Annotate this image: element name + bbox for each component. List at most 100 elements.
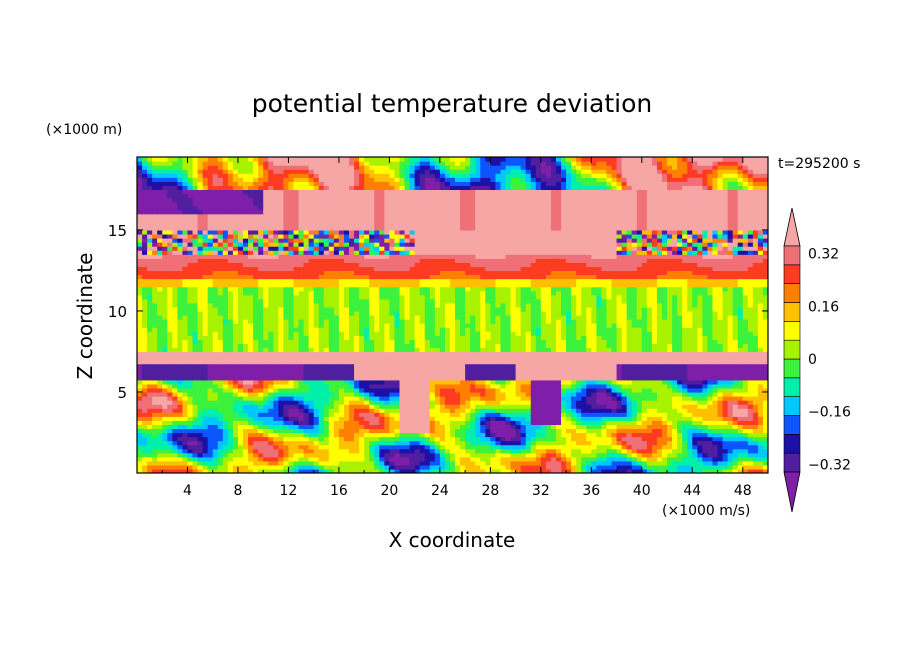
heatmap-cell	[651, 391, 658, 397]
heatmap-cell	[762, 452, 768, 458]
heatmap-cell	[384, 347, 390, 353]
heatmap-cell	[475, 379, 481, 385]
heatmap-cell	[142, 400, 148, 405]
heatmap-cell	[480, 400, 486, 405]
heatmap-cell	[303, 444, 310, 450]
heatmap-cell	[444, 404, 451, 409]
heatmap-cell	[288, 339, 295, 344]
heatmap-cell	[717, 396, 724, 401]
heatmap-cell	[702, 327, 709, 332]
heatmap-cell	[384, 391, 390, 397]
heatmap-cell	[460, 408, 466, 413]
heatmap-cell	[631, 331, 638, 336]
heatmap-cell	[717, 452, 724, 458]
heatmap-cell	[293, 464, 300, 470]
heatmap-cell	[409, 339, 416, 344]
heatmap-cell	[540, 387, 547, 393]
heatmap-cell	[485, 371, 491, 377]
heatmap-cell	[157, 400, 163, 405]
heatmap-cell	[409, 396, 416, 401]
heatmap-cell	[429, 404, 436, 409]
heatmap-cell	[455, 460, 461, 466]
heatmap-cell	[762, 432, 768, 438]
heatmap-cell	[217, 319, 224, 324]
heatmap-cell	[717, 432, 724, 438]
heatmap-cell	[697, 339, 703, 344]
heatmap-cell	[258, 371, 264, 377]
heatmap-cell	[384, 424, 390, 430]
heatmap-cell	[293, 468, 300, 473]
heatmap-cell	[389, 339, 396, 344]
heatmap-cell	[217, 363, 224, 369]
heatmap-cell	[596, 468, 603, 473]
heatmap-cell	[525, 363, 532, 369]
heatmap-cell	[187, 420, 194, 425]
heatmap-cell	[732, 327, 739, 332]
heatmap-cell	[535, 408, 542, 413]
heatmap-cell	[172, 359, 178, 365]
heatmap-cell	[535, 440, 542, 446]
heatmap-cell	[752, 367, 759, 373]
heatmap-cell	[485, 396, 491, 401]
heatmap-cell	[273, 428, 279, 434]
heatmap-cell	[732, 452, 739, 458]
heatmap-cell	[717, 347, 724, 353]
heatmap-cell	[449, 420, 456, 425]
heatmap-cell	[399, 416, 406, 421]
heatmap-cell	[460, 319, 466, 324]
heatmap-cell	[364, 363, 370, 369]
heatmap-cell	[515, 379, 522, 385]
heatmap-cell	[677, 420, 683, 425]
heatmap-cell	[137, 339, 143, 344]
heatmap-cell	[581, 464, 587, 470]
heatmap-cell	[419, 310, 426, 316]
heatmap-cell	[717, 323, 724, 328]
heatmap-cell	[172, 440, 178, 446]
heatmap-cell	[222, 408, 229, 413]
heatmap-cell	[752, 404, 759, 409]
heatmap-cell	[359, 412, 365, 417]
heatmap-cell	[263, 464, 269, 470]
heatmap-cell	[530, 391, 537, 397]
heatmap-cell	[237, 319, 244, 324]
heatmap-cell	[525, 464, 532, 470]
heatmap-cell	[667, 343, 673, 349]
heatmap-cell	[232, 404, 239, 409]
heatmap-cell	[343, 452, 350, 458]
heatmap-cell	[682, 424, 688, 430]
heatmap-cell	[293, 375, 300, 381]
heatmap-cell	[167, 420, 173, 425]
heatmap-cell	[227, 367, 234, 373]
heatmap-cell	[621, 408, 628, 413]
heatmap-cell	[379, 375, 385, 381]
heatmap-cell	[343, 416, 350, 421]
heatmap-cell	[687, 315, 693, 320]
heatmap-cell	[661, 448, 668, 454]
heatmap-cell	[505, 310, 512, 316]
heatmap-cell	[475, 452, 481, 458]
heatmap-cell	[515, 331, 522, 336]
heatmap-cell	[460, 383, 466, 389]
heatmap-cell	[338, 468, 345, 473]
heatmap-cell	[434, 335, 441, 340]
heatmap-cell	[525, 440, 532, 446]
heatmap-cell	[692, 452, 698, 458]
heatmap-cell	[409, 327, 416, 332]
heatmap-cell	[333, 387, 340, 393]
heatmap-cell	[596, 363, 603, 369]
heatmap-cell	[550, 375, 557, 381]
heatmap-cell	[349, 375, 355, 381]
heatmap-cell	[687, 396, 693, 401]
heatmap-cell	[212, 387, 219, 393]
heatmap-cell	[606, 379, 613, 385]
heatmap-cell	[455, 339, 461, 344]
heatmap-cell	[212, 367, 219, 373]
heatmap-cell	[268, 359, 274, 365]
heatmap-cell	[419, 355, 426, 361]
heatmap-cell	[207, 343, 214, 349]
heatmap-cell	[485, 359, 491, 365]
heatmap-cell	[167, 359, 173, 365]
heatmap-cell	[485, 379, 491, 385]
heatmap-cell	[656, 383, 663, 389]
heatmap-cell	[465, 408, 471, 413]
